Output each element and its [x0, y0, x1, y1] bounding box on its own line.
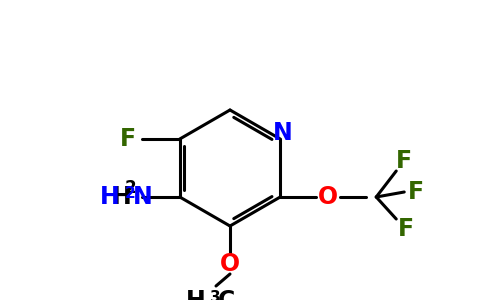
- Text: F: F: [120, 127, 136, 151]
- Text: 2: 2: [125, 187, 136, 202]
- Text: F: F: [396, 149, 412, 173]
- Text: 2: 2: [125, 179, 136, 197]
- Text: F: F: [408, 180, 424, 204]
- Text: C: C: [218, 289, 235, 300]
- Text: N: N: [133, 185, 152, 209]
- Text: H: H: [100, 185, 120, 209]
- Text: O: O: [220, 252, 240, 276]
- Text: H: H: [112, 185, 132, 209]
- Text: N: N: [273, 121, 293, 145]
- Text: 3: 3: [210, 290, 221, 300]
- Text: O: O: [318, 185, 338, 209]
- Text: H: H: [186, 289, 206, 300]
- Text: F: F: [398, 217, 414, 241]
